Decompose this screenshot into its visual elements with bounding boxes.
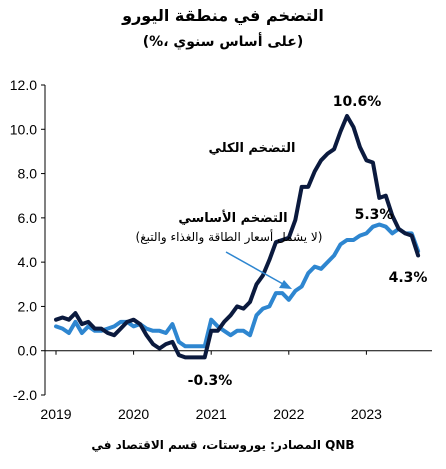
x-tick-label: 2022	[273, 406, 304, 422]
source-note: المصادر: يوروستات، قسم الاقتصاد في QNB	[91, 438, 355, 452]
y-tick-label: -2.0	[13, 387, 37, 403]
chart-axes	[44, 85, 432, 395]
y-tick-label: 10.0	[10, 121, 37, 137]
y-tick-label: 6.0	[18, 210, 38, 226]
y-tick-label: 2.0	[18, 298, 38, 314]
series-label-core-note: (لا يشمل أسعار الطاقة والغذاء والتبغ)	[136, 229, 323, 245]
y-tick-label: 8.0	[18, 166, 38, 182]
headline-inflation-line	[54, 114, 421, 360]
annotation-low-headline: -0.3%	[188, 373, 233, 389]
y-tick-label: 0.0	[18, 343, 38, 359]
core-label-arrowhead	[279, 280, 292, 289]
x-tick-label: 2021	[196, 406, 227, 422]
x-tick-label: 2023	[351, 406, 382, 422]
x-axis-ticks: 2019 2020 2021 2022 2023	[40, 350, 382, 422]
annotation-headline-latest: 4.3%	[389, 270, 428, 286]
annotation-peak-headline: 10.6%	[333, 94, 382, 110]
chart-title: التضخم في منطقة اليورو	[122, 6, 324, 25]
y-axis-ticks: 12.0 10.0 8.0 6.0 4.0 2.0 0.0 -2.0	[10, 77, 45, 403]
series-label-headline: التضخم الكلي	[209, 141, 296, 156]
series-label-core: التضخم الأساسي	[178, 209, 287, 226]
chart-subtitle: (%، على أساس سنوي)	[142, 34, 304, 50]
x-tick-label: 2019	[40, 406, 71, 422]
y-tick-label: 4.0	[18, 254, 38, 270]
y-tick-label: 12.0	[10, 77, 37, 93]
core-inflation-line	[54, 222, 421, 349]
core-label-arrow	[225, 251, 284, 285]
x-tick-label: 2020	[118, 406, 149, 422]
annotation-core-latest: 5.3%	[355, 207, 394, 223]
